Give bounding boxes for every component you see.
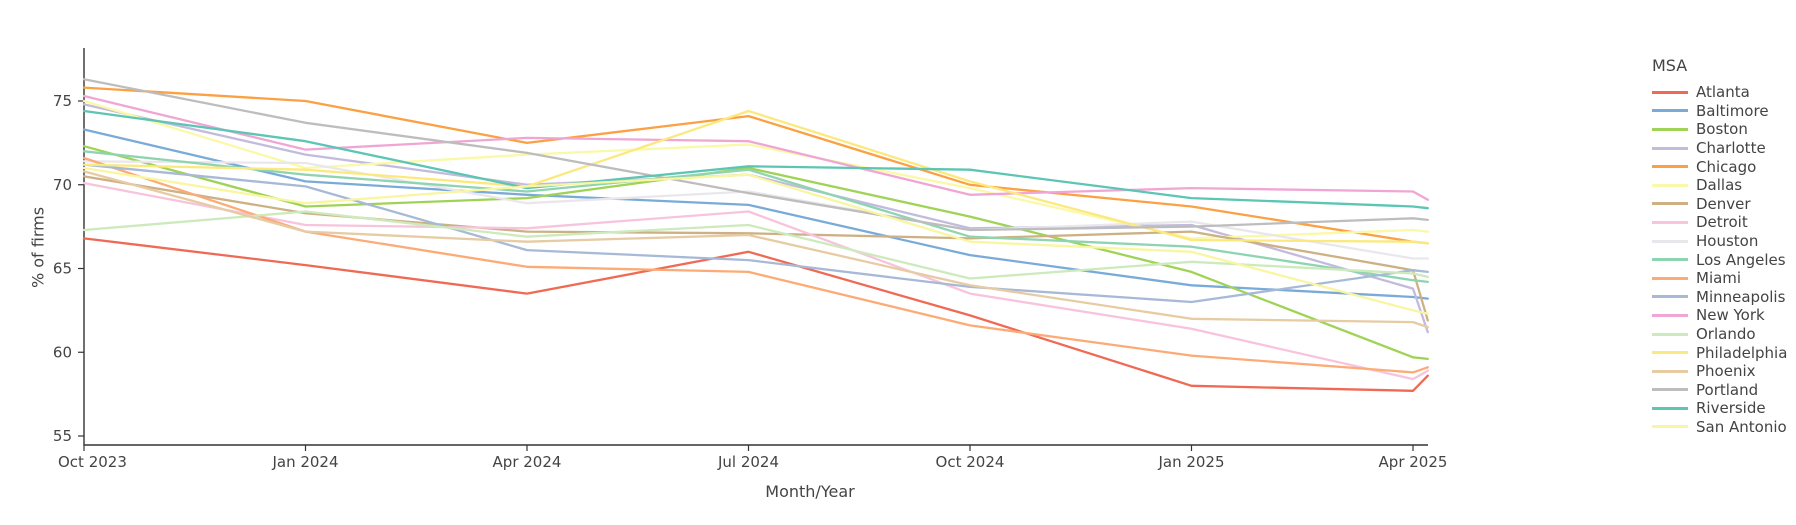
legend-item-label: Miami	[1696, 269, 1742, 288]
legend-item-charlotte[interactable]: Charlotte	[1652, 139, 1787, 158]
x-tick-label: Apr 2025	[1379, 453, 1448, 471]
legend-title: MSA	[1652, 56, 1688, 75]
legend-item-label: Orlando	[1696, 325, 1756, 344]
legend-item-los-angeles[interactable]: Los Angeles	[1652, 250, 1787, 269]
y-axis-title: % of firms	[28, 206, 48, 289]
y-tick-label: 75	[53, 92, 72, 110]
legend-item-label: Riverside	[1696, 399, 1766, 418]
legend-swatch-icon	[1652, 127, 1688, 131]
legend-item-houston[interactable]: Houston	[1652, 232, 1787, 251]
series-line-minneapolis[interactable]	[82, 163, 1429, 304]
legend-swatch-icon	[1652, 146, 1688, 150]
series-line-dallas[interactable]	[82, 99, 1429, 240]
legend-swatch-icon	[1652, 351, 1688, 355]
legend-item-label: Dallas	[1696, 176, 1743, 195]
legend-item-label: Baltimore	[1696, 101, 1769, 120]
legend-item-dallas[interactable]: Dallas	[1652, 176, 1787, 195]
legend-item-riverside[interactable]: Riverside	[1652, 399, 1787, 418]
legend-items: Atlanta Baltimore Boston Charlotte Chicago Da…	[1652, 83, 1787, 436]
legend-item-label: Minneapolis	[1696, 287, 1786, 306]
legend-item-label: Boston	[1696, 120, 1748, 139]
legend-swatch-icon	[1652, 220, 1688, 224]
legend-item-label: Philadelphia	[1696, 343, 1788, 362]
legend-item-label: Atlanta	[1696, 83, 1750, 102]
series-line-atlanta[interactable]	[82, 237, 1429, 392]
legend-item-label: Chicago	[1696, 157, 1757, 176]
legend-item-detroit[interactable]: Detroit	[1652, 213, 1787, 232]
legend-item-label: Detroit	[1696, 213, 1748, 232]
y-tick-label: 65	[53, 260, 72, 278]
legend-item-label: San Antonio	[1696, 417, 1787, 436]
legend-swatch-icon	[1652, 90, 1688, 94]
legend-item-chicago[interactable]: Chicago	[1652, 157, 1787, 176]
legend-item-baltimore[interactable]: Baltimore	[1652, 102, 1787, 121]
legend-swatch-icon	[1652, 425, 1688, 429]
series-line-denver[interactable]	[82, 175, 1429, 322]
legend-swatch-icon	[1652, 295, 1688, 299]
legend-item-label: Charlotte	[1696, 139, 1766, 158]
y-tick-label: 70	[53, 176, 72, 194]
legend-swatch-icon	[1652, 332, 1688, 336]
legend-item-san-antonio[interactable]: San Antonio	[1652, 418, 1787, 437]
legend-item-phoenix[interactable]: Phoenix	[1652, 362, 1787, 381]
legend-item-label: Portland	[1696, 380, 1759, 399]
series-line-phoenix[interactable]	[82, 170, 1429, 329]
legend-item-miami[interactable]: Miami	[1652, 269, 1787, 288]
series-line-orlando[interactable]	[82, 210, 1429, 280]
legend-item-denver[interactable]: Denver	[1652, 195, 1787, 214]
legend-swatch-icon	[1652, 388, 1688, 392]
legend-item-atlanta[interactable]: Atlanta	[1652, 83, 1787, 102]
series-line-baltimore[interactable]	[82, 128, 1429, 300]
legend-swatch-icon	[1652, 202, 1688, 206]
legend-swatch-icon	[1652, 109, 1688, 113]
series-line-portland[interactable]	[82, 78, 1429, 232]
legend-item-label: Houston	[1696, 232, 1759, 251]
legend-item-boston[interactable]: Boston	[1652, 120, 1787, 139]
x-tick-label: Jul 2024	[717, 453, 779, 471]
series-line-miami[interactable]	[82, 156, 1429, 374]
legend-item-philadelphia[interactable]: Philadelphia	[1652, 343, 1787, 362]
legend-swatch-icon	[1652, 183, 1688, 187]
x-tick-label: Apr 2024	[493, 453, 562, 471]
y-tick-label: 60	[53, 343, 72, 361]
legend-swatch-icon	[1652, 258, 1688, 262]
series-line-boston[interactable]	[82, 145, 1429, 361]
legend-swatch-icon	[1652, 406, 1688, 410]
legend: MSA Atlanta Baltimore Boston Charlotte Chica…	[1652, 56, 1787, 436]
series-line-riverside[interactable]	[82, 109, 1429, 210]
legend-item-label: Phoenix	[1696, 362, 1756, 381]
legend-swatch-icon	[1652, 276, 1688, 280]
legend-item-label: Denver	[1696, 194, 1751, 213]
x-tick-label: Jan 2025	[1157, 453, 1224, 471]
x-axis-title: Month/Year	[765, 482, 855, 501]
legend-swatch-icon	[1652, 165, 1688, 169]
legend-item-portland[interactable]: Portland	[1652, 381, 1787, 400]
series-line-chicago[interactable]	[82, 86, 1429, 245]
series-line-philadelphia[interactable]	[82, 109, 1429, 245]
legend-item-new-york[interactable]: New York	[1652, 306, 1787, 325]
series-line-charlotte[interactable]	[82, 103, 1429, 334]
x-tick-label: Jan 2024	[271, 453, 338, 471]
legend-item-minneapolis[interactable]: Minneapolis	[1652, 288, 1787, 307]
x-tick-label: Oct 2024	[936, 453, 1005, 471]
legend-swatch-icon	[1652, 369, 1688, 373]
y-tick-label: 55	[53, 427, 72, 445]
legend-item-orlando[interactable]: Orlando	[1652, 325, 1787, 344]
x-tick-label: Oct 2023	[58, 453, 127, 471]
legend-swatch-icon	[1652, 239, 1688, 243]
legend-item-label: New York	[1696, 306, 1765, 325]
legend-item-label: Los Angeles	[1696, 250, 1786, 269]
series-line-san-antonio[interactable]	[82, 166, 1429, 315]
legend-swatch-icon	[1652, 313, 1688, 317]
